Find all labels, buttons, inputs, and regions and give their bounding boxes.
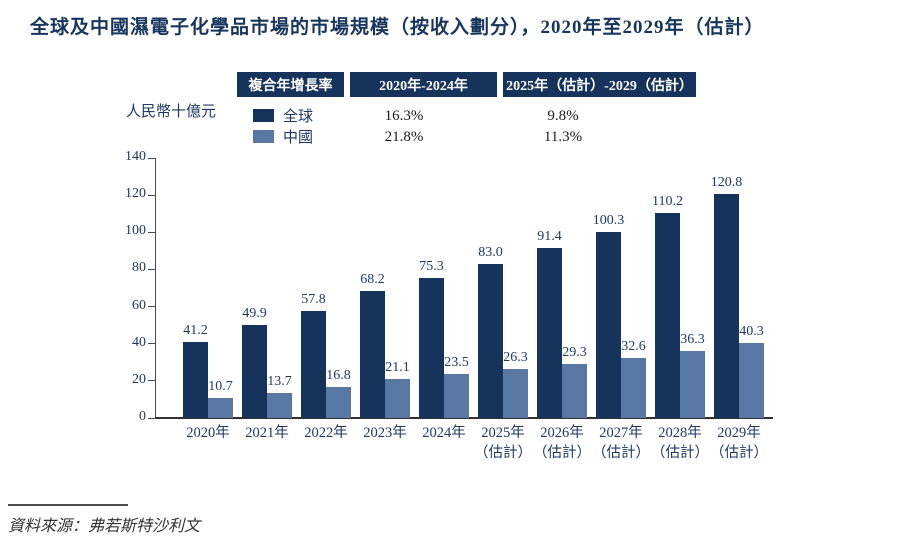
cagr-header-cell-metric: 複合年增長率 [237, 72, 344, 97]
bar-global [655, 213, 680, 418]
legend-label-china: 中國 [283, 130, 314, 146]
y-axis-tick [148, 343, 156, 345]
y-axis-tick-label: 140 [125, 149, 146, 164]
bar-global [419, 278, 444, 418]
x-axis-label-estimated: （估計） [592, 444, 650, 461]
bar-value-label: 57.8 [301, 291, 326, 307]
y-axis-tick-label: 60 [132, 297, 146, 313]
y-axis-tick-label: 100 [125, 223, 146, 239]
bar-global [183, 341, 208, 418]
x-axis-line [155, 417, 773, 419]
bar-value-label: 26.3 [503, 350, 528, 366]
x-axis-label: 2027年 （估計） [586, 424, 656, 463]
y-axis-tick [148, 380, 156, 382]
bar-china [385, 378, 410, 418]
y-axis-unit-label: 人民幣十億元 [126, 104, 217, 120]
y-axis-tick-label: 80 [132, 260, 146, 276]
y-axis-tick-label: 20 [132, 371, 146, 387]
bar-china [444, 374, 469, 418]
x-axis-label: 2028年 （估計） [645, 424, 715, 463]
source-note: 資料來源：弗若斯特沙利文 [8, 518, 201, 535]
bar-china [562, 363, 587, 418]
x-axis-label: 2024年 [422, 425, 466, 441]
x-axis-label-estimated: （估計） [710, 444, 768, 461]
figure-title: 全球及中國濕電子化學品市場的市場規模（按收入劃分），2020年至2029年（估計… [30, 17, 765, 38]
x-axis-label: 2025年 （估計） [468, 424, 538, 463]
bar-global [242, 325, 267, 418]
bar-china [680, 350, 705, 418]
bar-value-label: 120.8 [710, 174, 743, 190]
y-axis-tick [148, 194, 156, 196]
bar-value-label: 29.3 [562, 344, 587, 360]
cagr-value-china-period2: 11.3% [543, 129, 583, 145]
y-axis-tick-label: 0 [139, 409, 146, 424]
cagr-header-cell-period2: 2025年（估計）-2029（估計） [503, 72, 696, 97]
bar-value-label: 13.7 [267, 373, 292, 389]
bar-china [621, 357, 646, 418]
bar-value-label: 40.3 [739, 324, 764, 340]
x-axis-label-estimated: （估計） [474, 444, 532, 461]
y-axis-tick [148, 157, 156, 159]
plot-area: 0 20 40 60 80 100 120 140 41.2 10.7 2020年 49.9 13.7 2… [125, 149, 773, 461]
y-axis-tick [148, 268, 156, 270]
y-axis-tick-label: 40 [132, 334, 146, 350]
bar-global [714, 193, 739, 418]
bar-global [478, 263, 503, 418]
bar-value-label: 83.0 [478, 244, 503, 260]
y-axis-tick [148, 306, 156, 308]
bar-value-label: 75.3 [419, 259, 444, 275]
source-divider [8, 504, 128, 506]
bar-global [596, 231, 621, 418]
bar-value-label: 16.8 [326, 367, 351, 383]
bar-value-label: 91.4 [537, 229, 562, 245]
bar-china [503, 369, 528, 418]
bar-china [208, 398, 233, 418]
bar-value-label: 10.7 [208, 379, 233, 395]
x-axis-label-estimated: （估計） [533, 444, 591, 461]
bar-china [267, 392, 292, 418]
y-axis-tick-label: 120 [125, 186, 146, 202]
bar-global [301, 310, 326, 418]
x-axis-label: 2021年 [245, 425, 289, 441]
cagr-value-global-period2: 9.8% [547, 108, 579, 124]
x-axis-label: 2020年 [186, 425, 230, 441]
bar-value-label: 23.5 [444, 355, 469, 371]
y-axis-tick [148, 417, 156, 419]
bar-china [739, 343, 764, 418]
legend-item-china: 中國 [253, 128, 314, 146]
x-axis-label: 2023年 [363, 425, 407, 441]
x-axis-label: 2026年 （估計） [527, 424, 597, 463]
bar-global [360, 291, 385, 418]
x-axis-label: 2029年 （估計） [704, 424, 774, 463]
cagr-header-cell-period1: 2020年-2024年 [350, 72, 497, 97]
legend-label-global: 全球 [283, 109, 314, 125]
legend-item-global: 全球 [253, 107, 314, 125]
x-axis-label: 2022年 [304, 425, 348, 441]
y-axis-tick [148, 231, 156, 233]
x-axis-label-estimated: （估計） [651, 444, 709, 461]
bar-value-label: 110.2 [652, 194, 683, 210]
bar-value-label: 100.3 [592, 212, 625, 228]
bar-value-label: 41.2 [183, 322, 208, 338]
cagr-value-global-period1: 16.3% [384, 108, 424, 124]
china-series-swatch-icon [253, 130, 274, 143]
bar-value-label: 32.6 [621, 338, 646, 354]
global-series-swatch-icon [253, 109, 274, 122]
bar-value-label: 68.2 [360, 272, 385, 288]
bar-value-label: 36.3 [680, 331, 705, 347]
cagr-value-china-period1: 21.8% [384, 129, 424, 145]
bar-value-label: 21.1 [385, 359, 410, 375]
bar-china [326, 386, 351, 418]
bar-global [537, 248, 562, 418]
bar-value-label: 49.9 [242, 306, 267, 322]
